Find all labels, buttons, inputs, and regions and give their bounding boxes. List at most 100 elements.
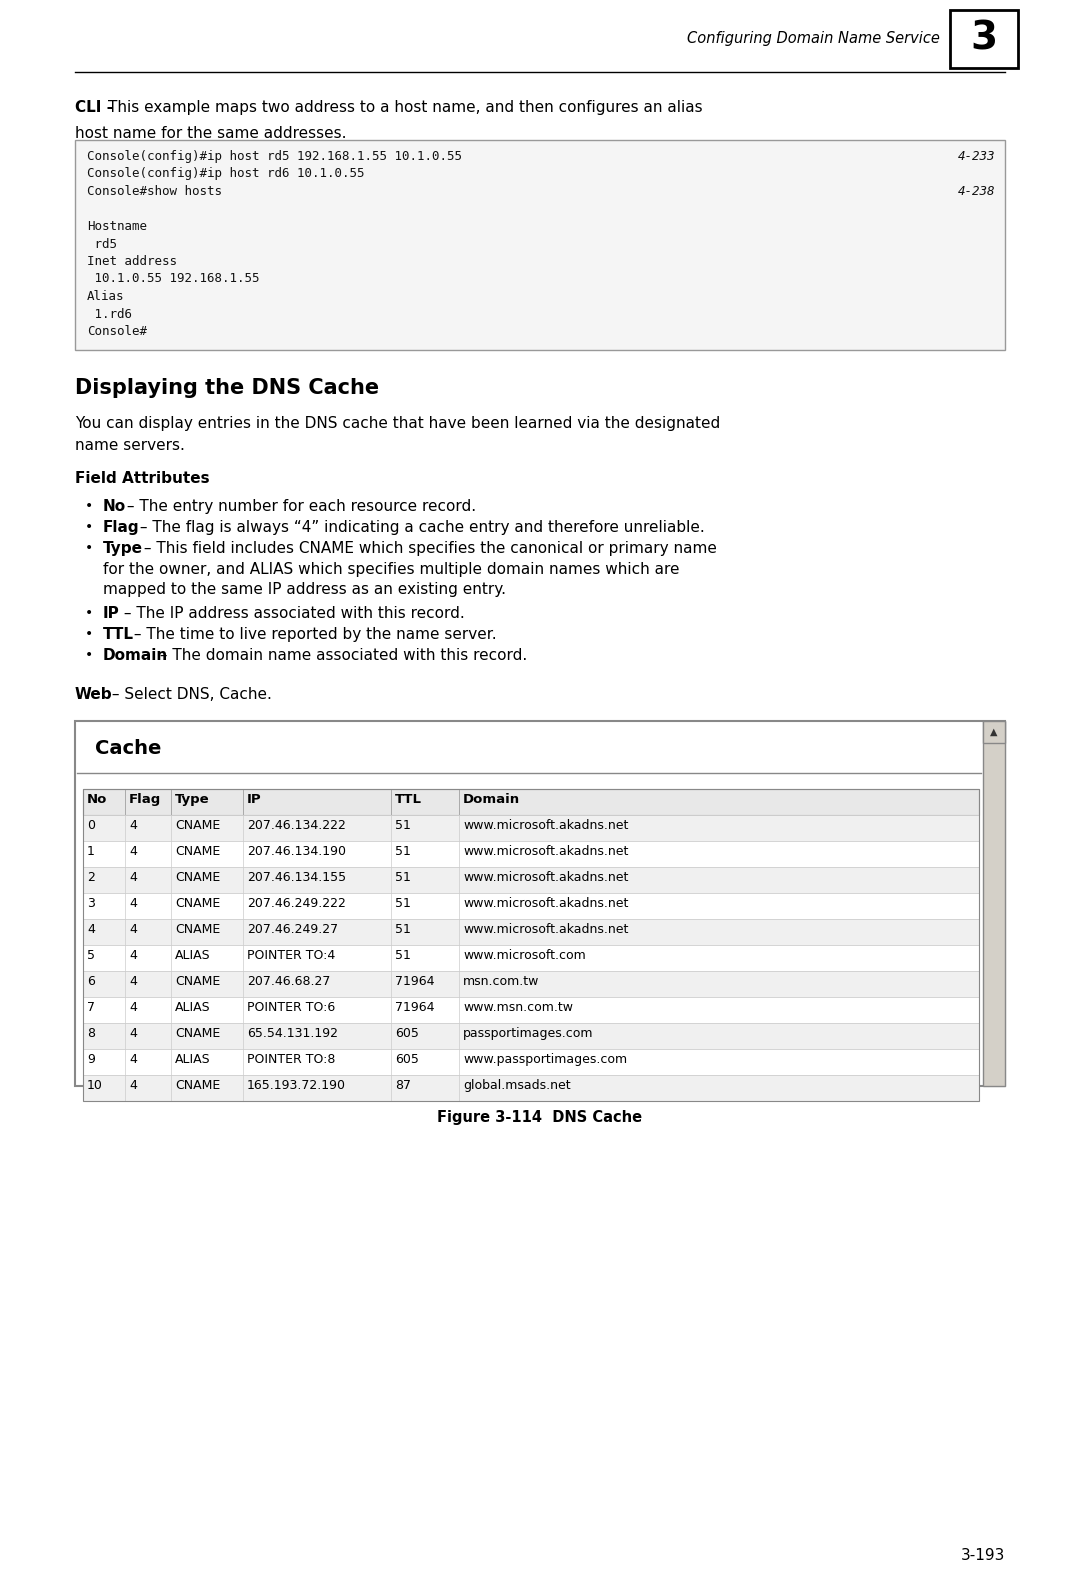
Text: www.microsoft.akadns.net: www.microsoft.akadns.net: [463, 923, 629, 936]
Text: CNAME: CNAME: [175, 820, 220, 832]
Text: 605: 605: [395, 1027, 419, 1039]
Text: POINTER TO:4: POINTER TO:4: [247, 948, 335, 962]
Text: 165.193.72.190: 165.193.72.190: [247, 1079, 346, 1093]
Text: Console(config)#ip host rd5 192.168.1.55 10.1.0.55: Console(config)#ip host rd5 192.168.1.55…: [87, 151, 462, 163]
Bar: [83, 815, 978, 842]
Text: Displaying the DNS Cache: Displaying the DNS Cache: [75, 378, 379, 399]
Text: – The IP address associated with this record.: – The IP address associated with this re…: [119, 606, 465, 622]
Bar: [83, 1024, 978, 1049]
Text: No: No: [103, 499, 126, 513]
Text: 4: 4: [129, 975, 137, 988]
Text: – The domain name associated with this record.: – The domain name associated with this r…: [154, 648, 527, 663]
Text: ALIAS: ALIAS: [175, 1053, 211, 1066]
Text: 4: 4: [129, 896, 137, 911]
Text: – This field includes CNAME which specifies the canonical or primary name: – This field includes CNAME which specif…: [138, 542, 716, 556]
Text: 4: 4: [129, 845, 137, 857]
Text: CNAME: CNAME: [175, 1079, 220, 1093]
Text: 10: 10: [87, 1079, 103, 1093]
Text: name servers.: name servers.: [75, 438, 185, 454]
Text: IP: IP: [103, 606, 120, 622]
Bar: [983, 721, 1005, 743]
Text: 207.46.134.190: 207.46.134.190: [247, 845, 346, 857]
Text: CNAME: CNAME: [175, 871, 220, 884]
Text: – The time to live reported by the name server.: – The time to live reported by the name …: [129, 626, 497, 642]
Text: – The entry number for each resource record.: – The entry number for each resource rec…: [122, 499, 476, 513]
Text: 65.54.131.192: 65.54.131.192: [247, 1027, 338, 1039]
Text: Domain: Domain: [103, 648, 168, 663]
Text: IP: IP: [247, 793, 261, 805]
Bar: [83, 997, 978, 1024]
Text: 8: 8: [87, 1027, 95, 1039]
Text: Flag: Flag: [103, 520, 139, 535]
Bar: [83, 790, 978, 1101]
Text: 1.rd6: 1.rd6: [87, 308, 132, 320]
Text: www.microsoft.akadns.net: www.microsoft.akadns.net: [463, 896, 629, 911]
Text: This example maps two address to a host name, and then configures an alias: This example maps two address to a host …: [108, 100, 703, 115]
Text: Figure 3-114  DNS Cache: Figure 3-114 DNS Cache: [437, 1110, 643, 1126]
Text: 51: 51: [395, 923, 410, 936]
Text: 4: 4: [129, 871, 137, 884]
Text: rd5: rd5: [87, 237, 117, 251]
Text: 51: 51: [395, 845, 410, 857]
Text: Alias: Alias: [87, 290, 124, 303]
Text: 3: 3: [87, 896, 95, 911]
Text: 4: 4: [129, 1079, 137, 1093]
Bar: [83, 790, 978, 815]
Text: No: No: [87, 793, 107, 805]
Text: Hostname: Hostname: [87, 220, 147, 232]
Text: 207.46.134.155: 207.46.134.155: [247, 871, 346, 884]
Text: 71964: 71964: [395, 1002, 434, 1014]
Text: 5: 5: [87, 948, 95, 962]
Text: host name for the same addresses.: host name for the same addresses.: [75, 126, 347, 141]
Text: •: •: [85, 648, 93, 663]
Text: 7: 7: [87, 1002, 95, 1014]
Text: mapped to the same IP address as an existing entry.: mapped to the same IP address as an exis…: [103, 582, 507, 597]
Text: POINTER TO:6: POINTER TO:6: [247, 1002, 335, 1014]
Text: 207.46.249.27: 207.46.249.27: [247, 923, 338, 936]
Text: 2: 2: [87, 871, 95, 884]
Bar: [83, 918, 978, 945]
Text: 71964: 71964: [395, 975, 434, 988]
Text: •: •: [85, 520, 93, 534]
Bar: [83, 893, 978, 918]
Text: Type: Type: [175, 793, 210, 805]
Text: for the owner, and ALIAS which specifies multiple domain names which are: for the owner, and ALIAS which specifies…: [103, 562, 679, 578]
Text: www.microsoft.akadns.net: www.microsoft.akadns.net: [463, 871, 629, 884]
Text: ▲: ▲: [990, 727, 998, 736]
Bar: [83, 842, 978, 867]
Text: 4: 4: [129, 1002, 137, 1014]
Text: 10.1.0.55 192.168.1.55: 10.1.0.55 192.168.1.55: [87, 273, 259, 286]
Text: Console#show hosts: Console#show hosts: [87, 185, 222, 198]
Text: 4: 4: [87, 923, 95, 936]
Text: 207.46.134.222: 207.46.134.222: [247, 820, 346, 832]
Text: •: •: [85, 626, 93, 641]
Text: – Select DNS, Cache.: – Select DNS, Cache.: [107, 688, 272, 702]
Text: global.msads.net: global.msads.net: [463, 1079, 570, 1093]
Text: You can display entries in the DNS cache that have been learned via the designat: You can display entries in the DNS cache…: [75, 416, 720, 432]
Text: CNAME: CNAME: [175, 845, 220, 857]
Text: passportimages.com: passportimages.com: [463, 1027, 594, 1039]
Bar: [983, 721, 1005, 1086]
Text: 51: 51: [395, 948, 410, 962]
Text: ALIAS: ALIAS: [175, 1002, 211, 1014]
Text: 4: 4: [129, 1053, 137, 1066]
Text: Inet address: Inet address: [87, 254, 177, 268]
Text: TTL: TTL: [103, 626, 134, 642]
Text: Console#: Console#: [87, 325, 147, 338]
Text: Web: Web: [75, 688, 112, 702]
Text: Type: Type: [103, 542, 143, 556]
Text: 207.46.249.222: 207.46.249.222: [247, 896, 346, 911]
Text: 4: 4: [129, 923, 137, 936]
Bar: [83, 867, 978, 893]
Text: 605: 605: [395, 1053, 419, 1066]
Text: 87: 87: [395, 1079, 411, 1093]
Text: CNAME: CNAME: [175, 975, 220, 988]
Text: CNAME: CNAME: [175, 896, 220, 911]
Text: 3: 3: [971, 20, 998, 58]
Text: POINTER TO:8: POINTER TO:8: [247, 1053, 336, 1066]
Text: www.microsoft.akadns.net: www.microsoft.akadns.net: [463, 845, 629, 857]
Text: Flag: Flag: [129, 793, 161, 805]
Text: 4: 4: [129, 1027, 137, 1039]
Text: Field Attributes: Field Attributes: [75, 471, 210, 487]
Text: ALIAS: ALIAS: [175, 948, 211, 962]
